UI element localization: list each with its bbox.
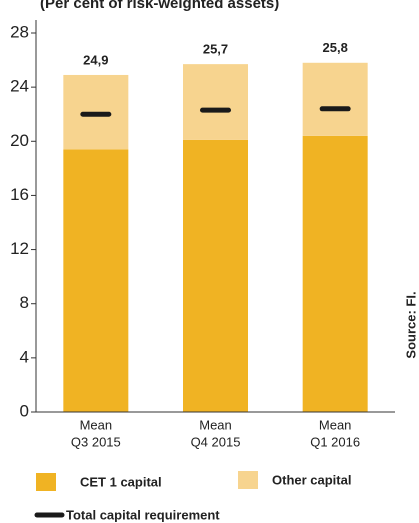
x-tick-label: Q1 2016	[310, 434, 360, 449]
y-tick-label: 24	[10, 77, 29, 96]
x-tick-label: Mean	[80, 417, 113, 432]
x-tick-label: Q4 2015	[191, 434, 241, 449]
y-tick-label: 12	[10, 239, 29, 258]
bar-segment	[302, 62, 368, 136]
bar-segment	[63, 149, 129, 412]
y-tick-label: 20	[10, 131, 29, 150]
x-tick-label: Mean	[199, 417, 232, 432]
source: Source: FI.	[403, 291, 418, 358]
legend-label: Total capital requirement	[66, 507, 220, 522]
y-tick-label: 16	[10, 185, 29, 204]
total-label: 24,9	[83, 52, 108, 67]
chart-title: (Per cent of risk-weighted assets)	[40, 0, 279, 12]
bar-segment	[183, 64, 248, 140]
y-tick-label: 0	[20, 401, 29, 420]
bar-segment	[302, 135, 368, 412]
total-label: 25,8	[323, 40, 348, 55]
x-tick-label: Mean	[319, 417, 352, 432]
legend-label: Other capital	[272, 472, 351, 487]
y-tick-label: 4	[20, 347, 29, 366]
legend-label: CET 1 capital	[80, 474, 162, 489]
x-tick-label: Q3 2015	[71, 434, 121, 449]
y-tick-label: 8	[20, 293, 29, 312]
y-tick-label: 28	[10, 22, 29, 41]
legend-swatch	[36, 473, 56, 491]
bar-segment	[183, 139, 248, 413]
total-label: 25,7	[203, 42, 228, 57]
legend-swatch	[238, 471, 258, 489]
